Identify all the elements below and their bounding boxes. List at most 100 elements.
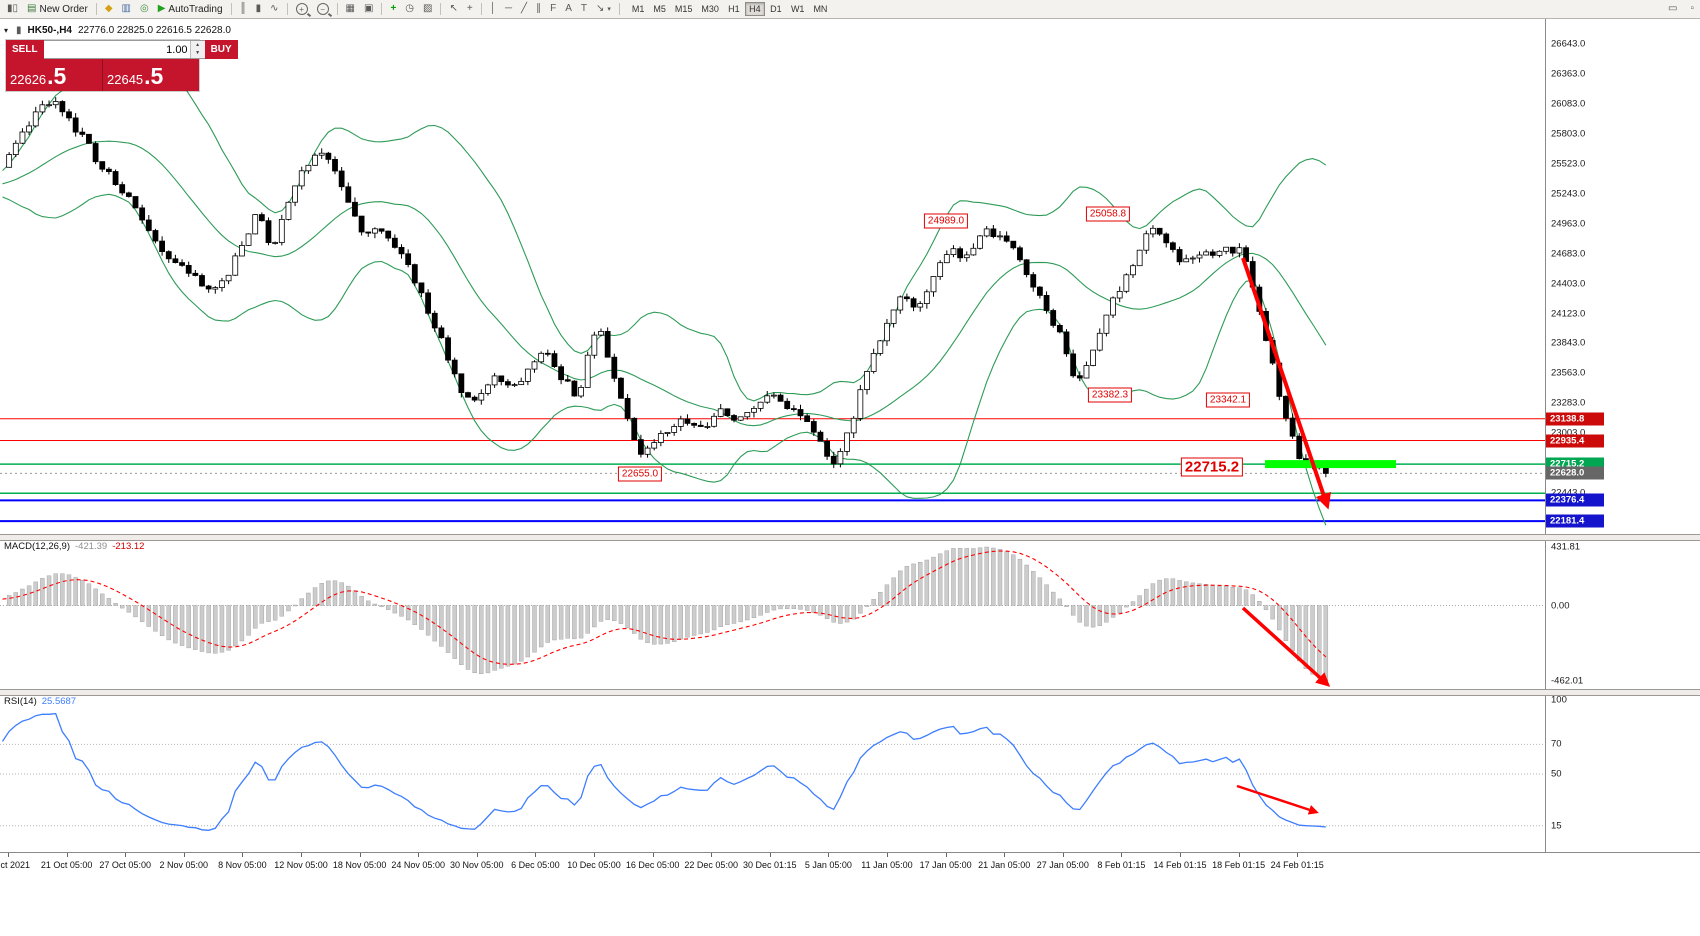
docking-button[interactable]: ▫ <box>1686 1 1698 17</box>
toolbar-separator <box>95 3 97 15</box>
cursor-icon: ↖ <box>449 3 458 14</box>
label-tool-button[interactable]: T <box>577 1 591 17</box>
toolbar-separator <box>336 3 338 15</box>
price-annotation[interactable]: 22715.2 <box>1180 457 1244 477</box>
timeframe-m1[interactable]: M1 <box>628 2 649 16</box>
tile-windows-button[interactable]: ▦ <box>342 1 359 17</box>
metaeditor-button[interactable]: ◆ <box>101 1 117 17</box>
cursor-button[interactable]: ↖ <box>445 1 461 17</box>
zoom-in-icon: + <box>295 3 308 15</box>
price-tick: 23563.0 <box>1551 367 1586 379</box>
time-tick <box>828 853 830 857</box>
fibonacci-button[interactable]: F <box>546 1 560 17</box>
add-indicator-button[interactable]: + <box>386 1 400 17</box>
time-label: 22 Dec 05:00 <box>684 860 738 870</box>
macd-scale-label: -462.01 <box>1551 675 1584 687</box>
text-tool-button[interactable]: A <box>561 1 576 17</box>
volume-input[interactable] <box>43 41 190 58</box>
buy-price[interactable]: 22645 .5 <box>102 59 199 91</box>
time-tick <box>1004 853 1006 857</box>
buy-button[interactable]: BUY <box>204 40 238 59</box>
price-scale[interactable]: 26643.0 26363.0 26083.0 25803.0 25523.0 25243… <box>1545 18 1700 852</box>
label-tool-icon: T <box>580 3 587 14</box>
time-tick <box>1180 853 1181 857</box>
chart-shift-icon: ▭ <box>1668 3 1678 14</box>
trendline-button[interactable]: ╱ <box>517 1 531 17</box>
time-label: 17 Jan 05:00 <box>919 860 972 870</box>
expert-advisors-button[interactable]: ◎ <box>136 1 153 17</box>
time-tick <box>1238 853 1240 857</box>
templates-button[interactable]: ▨ <box>419 1 436 17</box>
one-click-trading-panel: SELL ▲ ▼ BUY 22626 .5 22645 .5 <box>6 40 238 91</box>
new-order-button[interactable]: ▤ New Order <box>23 1 92 17</box>
time-label: 24 Nov 05:00 <box>391 860 445 870</box>
rsi-scale-label: 100 <box>1551 694 1567 706</box>
period-button[interactable]: ◷ <box>401 1 418 17</box>
horizontal-line-button[interactable]: ─ <box>501 1 516 17</box>
candle-chart-button[interactable]: ▮ <box>252 1 266 17</box>
panel-separator[interactable] <box>0 534 1700 541</box>
zoom-out-button[interactable]: − <box>313 1 333 17</box>
candle-chart-icon: ▮ <box>255 3 262 14</box>
panel-separator[interactable] <box>0 689 1700 696</box>
rsi-scale-label: 50 <box>1551 768 1562 780</box>
timeframe-d1[interactable]: D1 <box>766 2 786 16</box>
price-annotation[interactable]: 22655.0 <box>617 466 663 482</box>
time-axis[interactable]: 5 Oct 2021 21 Oct 05:00 27 Oct 05:00 2 Nov … <box>0 852 1700 877</box>
metaeditor-icon: ◆ <box>104 3 113 14</box>
new-chart-button[interactable]: ▮▯ <box>3 1 22 17</box>
time-label: 2 Nov 05:00 <box>159 860 209 870</box>
price-annotation[interactable]: 23382.3 <box>1087 387 1133 403</box>
time-label: 5 Oct 2021 <box>0 860 31 870</box>
buy-price-big-digit: .5 <box>144 63 164 90</box>
macd-scale-label: 431.81 <box>1551 541 1581 553</box>
timeframe-m30[interactable]: M30 <box>697 2 723 16</box>
price-tick: 23283.0 <box>1551 397 1586 409</box>
timeframe-mn[interactable]: MN <box>809 2 831 16</box>
fibonacci-icon: F <box>550 3 557 14</box>
timeframe-m5[interactable]: M5 <box>649 2 670 16</box>
timeframe-m15[interactable]: M15 <box>671 2 697 16</box>
sell-price[interactable]: 22626 .5 <box>6 59 102 91</box>
vertical-line-button[interactable]: │ <box>486 1 500 17</box>
market-watch-button[interactable]: ▥ <box>118 1 135 17</box>
arrows-tool-button[interactable]: ↘ ▾ <box>592 1 615 17</box>
price-annotation[interactable]: 23342.1 <box>1205 392 1251 408</box>
new-order-icon: ▤ <box>27 3 37 14</box>
rsi-panel[interactable]: RSI(14) 25.5687 <box>0 694 1545 852</box>
zoom-out-icon: − <box>316 3 329 15</box>
sell-button[interactable]: SELL <box>6 40 44 59</box>
oneclick-buttons-row: SELL ▲ ▼ BUY <box>6 40 238 59</box>
toolbar-separator <box>286 3 288 15</box>
channel-button[interactable]: ∥ <box>532 1 545 17</box>
volume-down-button[interactable]: ▼ <box>190 49 205 58</box>
autotrading-button[interactable]: ▶ AutoTrading <box>154 1 227 17</box>
price-annotation[interactable]: 24989.0 <box>923 213 969 229</box>
timeframe-w1[interactable]: W1 <box>787 2 809 16</box>
time-tick <box>8 853 9 857</box>
price-tick: 24403.0 <box>1551 278 1586 290</box>
green-highlight-bar[interactable] <box>1265 460 1396 469</box>
price-tag: 22935.4 <box>1546 434 1604 448</box>
price-annotation[interactable]: 25058.8 <box>1085 206 1131 222</box>
volume-spinner: ▲ ▼ <box>189 41 205 58</box>
bar-chart-button[interactable]: ║ <box>236 1 251 17</box>
chart-shift-button[interactable]: ▭ <box>1664 1 1681 17</box>
oneclick-collapse-button[interactable]: ▾ <box>4 26 9 35</box>
zoom-in-button[interactable]: + <box>292 1 312 17</box>
time-tick <box>887 853 888 857</box>
price-tick: 24683.0 <box>1551 248 1586 260</box>
main-price-chart[interactable]: 24989.0 25058.8 23382.3 23342.1 22655.0 22715… <box>0 18 1545 534</box>
volume-up-button[interactable]: ▲ <box>190 41 205 50</box>
sell-price-big-digit: .5 <box>47 63 67 90</box>
crosshair-button[interactable]: + <box>463 1 477 17</box>
toolbar-separator <box>480 3 482 15</box>
line-chart-button[interactable]: ∿ <box>266 1 282 17</box>
cascade-windows-button[interactable]: ▣ <box>360 1 377 17</box>
vertical-line-icon: │ <box>489 3 496 14</box>
timeframe-h4[interactable]: H4 <box>744 2 765 16</box>
timeframe-h1[interactable]: H1 <box>724 2 744 16</box>
macd-panel[interactable]: MACD(12,26,9) -421.39 -213.12 <box>0 539 1545 689</box>
time-tick <box>1297 853 1299 857</box>
rsi-label: RSI(14) 25.5687 <box>4 696 76 707</box>
